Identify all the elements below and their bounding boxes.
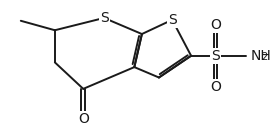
- Text: S: S: [100, 11, 109, 25]
- Text: S: S: [211, 49, 220, 63]
- Text: 2: 2: [261, 52, 268, 62]
- Text: O: O: [78, 112, 89, 126]
- Text: O: O: [210, 18, 221, 32]
- Text: S: S: [168, 13, 177, 27]
- Text: NH: NH: [251, 49, 271, 63]
- Text: O: O: [210, 80, 221, 94]
